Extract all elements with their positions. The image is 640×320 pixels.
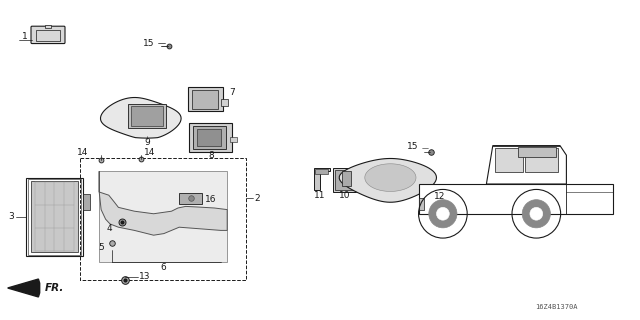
Bar (193, 126, 226, 149)
Circle shape (522, 200, 550, 228)
Bar (230, 137, 237, 142)
Text: 6: 6 (161, 263, 166, 272)
Text: 2: 2 (255, 194, 260, 203)
Bar (197, 129, 221, 146)
Bar (26, 178, 83, 256)
Text: 16Z4B1370A: 16Z4B1370A (536, 304, 578, 310)
Polygon shape (99, 171, 227, 235)
Bar (83, 194, 90, 210)
Bar (518, 147, 556, 157)
Polygon shape (365, 164, 416, 191)
Bar (99, 171, 227, 262)
Bar (419, 198, 424, 210)
FancyBboxPatch shape (31, 26, 65, 44)
Polygon shape (486, 146, 566, 184)
Bar (45, 25, 51, 28)
Bar (188, 87, 223, 111)
Bar (342, 171, 351, 186)
Bar (525, 148, 558, 172)
Polygon shape (339, 158, 436, 202)
Text: 14: 14 (77, 148, 88, 157)
Text: 1: 1 (22, 32, 28, 41)
Text: 15: 15 (407, 142, 419, 151)
Bar (80, 158, 246, 280)
Text: 11: 11 (314, 191, 326, 200)
Text: 12: 12 (434, 192, 445, 201)
Bar (221, 99, 228, 106)
Text: 9: 9 (145, 138, 150, 147)
Bar (192, 90, 218, 109)
Text: 13: 13 (139, 272, 150, 281)
Text: 4: 4 (106, 224, 112, 233)
Polygon shape (100, 98, 181, 138)
Circle shape (429, 200, 457, 228)
Bar (28, 179, 81, 255)
Text: 5: 5 (99, 244, 104, 252)
Circle shape (436, 207, 449, 220)
Bar (179, 193, 202, 204)
Text: 16: 16 (205, 196, 216, 204)
Polygon shape (314, 168, 330, 190)
Bar (189, 123, 232, 152)
Bar (495, 148, 523, 172)
Text: 10: 10 (339, 191, 350, 200)
Text: 14: 14 (144, 148, 156, 157)
Text: 15: 15 (143, 39, 155, 48)
Polygon shape (8, 279, 40, 297)
Bar (131, 106, 163, 126)
Bar (128, 104, 166, 128)
Text: 8: 8 (209, 151, 214, 160)
Bar (315, 169, 328, 174)
Bar (31, 181, 78, 252)
Text: FR.: FR. (45, 283, 64, 293)
Bar (333, 168, 356, 192)
Bar (36, 30, 60, 41)
Circle shape (530, 207, 543, 220)
Text: 3: 3 (8, 212, 14, 221)
Bar (335, 170, 353, 190)
Text: 7: 7 (229, 88, 235, 97)
Bar (419, 184, 613, 214)
